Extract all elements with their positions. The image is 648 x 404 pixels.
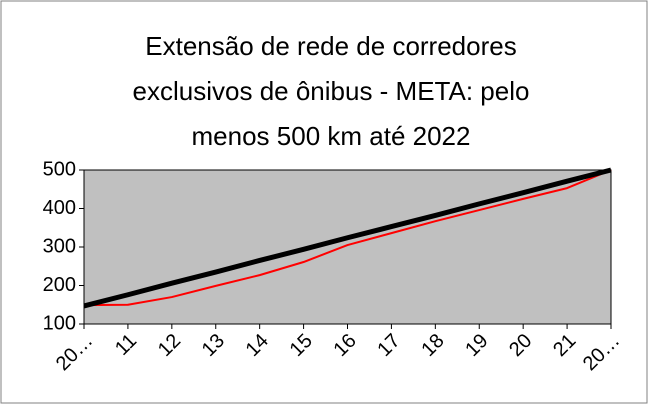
y-tick-label: 200 bbox=[43, 274, 76, 296]
y-tick-label: 300 bbox=[43, 235, 76, 257]
series-line bbox=[83, 167, 612, 309]
chart-title: Extensão de rede de corredores bbox=[145, 31, 516, 61]
chart-title: menos 500 km até 2022 bbox=[192, 121, 471, 151]
y-tick-label: 500 bbox=[43, 158, 76, 180]
series-line bbox=[83, 169, 612, 307]
y-tick-label: 100 bbox=[43, 312, 76, 334]
y-tick-label: 400 bbox=[43, 197, 76, 219]
plot-area bbox=[83, 169, 612, 325]
chart-title: exclusivos de ônibus - META: pelo bbox=[133, 76, 530, 106]
